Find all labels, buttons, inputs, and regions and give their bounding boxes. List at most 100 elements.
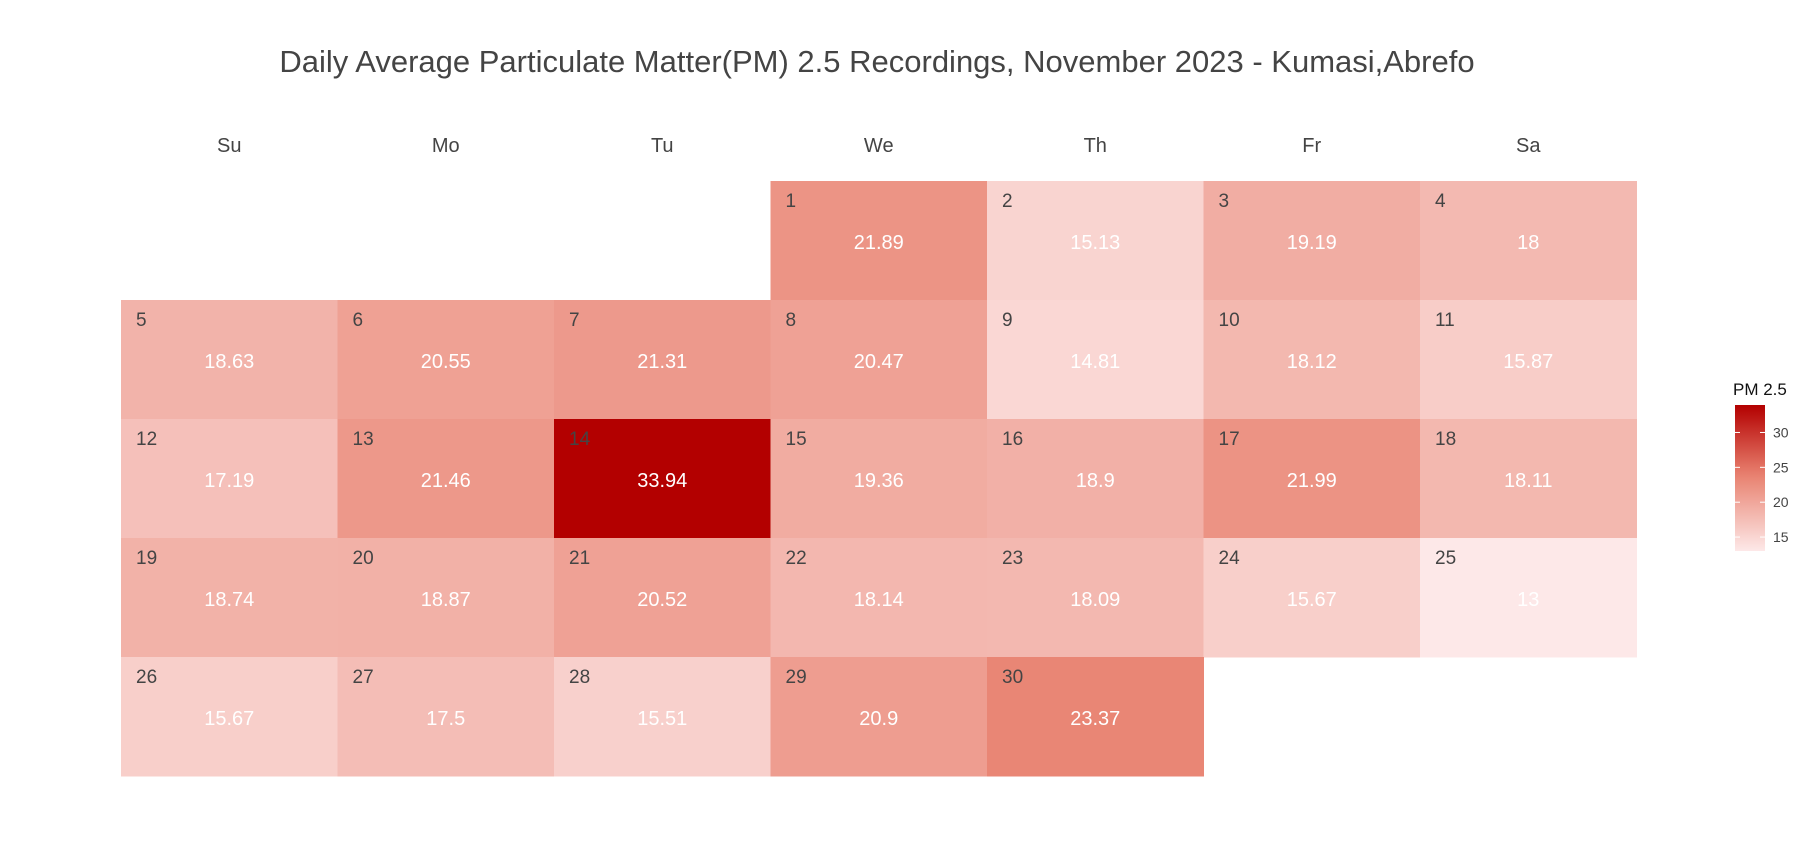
cell-value-label: 18.12 <box>1287 351 1337 373</box>
cell-day-number: 7 <box>569 310 580 331</box>
cell-tile <box>1420 419 1637 539</box>
cell-value-label: 21.31 <box>637 351 687 373</box>
calendar-cell: 11 15.87 <box>1420 300 1637 420</box>
cell-day-number: 26 <box>136 667 157 688</box>
cell-tile <box>121 300 338 420</box>
cell-tile <box>554 538 771 658</box>
cell-day-number: 17 <box>1219 429 1240 450</box>
cell-value-label: 23.37 <box>1070 708 1120 730</box>
cell-tile <box>1203 538 1421 658</box>
calendar-cell: 28 15.51 <box>554 657 771 777</box>
cell-day-number: 27 <box>353 667 374 688</box>
cell-tile <box>770 181 988 301</box>
cell-tile <box>770 657 988 777</box>
legend-tick-label: 30 <box>1773 424 1789 440</box>
cell-value-label: 18 <box>1517 232 1539 254</box>
cell-day-number: 8 <box>786 310 797 331</box>
cell-tile <box>337 300 555 420</box>
calendar-cell: 4 18 <box>1420 181 1637 301</box>
cell-day-number: 25 <box>1435 548 1456 569</box>
cell-value-label: 18.74 <box>204 589 254 611</box>
cell-value-label: 20.47 <box>854 351 904 373</box>
cell-day-number: 14 <box>569 429 591 450</box>
calendar-cells: 121.89215.13319.19418518.63620.55721.318… <box>121 181 1637 777</box>
cell-value-label: 18.14 <box>854 589 904 611</box>
cell-tile <box>987 657 1204 777</box>
calendar-cell: 13 21.46 <box>337 419 555 539</box>
weekday-label-su: Su <box>217 135 241 157</box>
cell-tile <box>121 538 338 658</box>
calendar-cell: 27 17.5 <box>337 657 555 777</box>
calendar-cell: 14 33.94 <box>554 419 771 539</box>
cell-day-number: 15 <box>786 429 807 450</box>
cell-tile <box>1420 181 1637 301</box>
cell-tile <box>987 419 1204 539</box>
cell-value-label: 18.63 <box>204 351 254 373</box>
cell-day-number: 23 <box>1002 548 1023 569</box>
cell-value-label: 14.81 <box>1070 351 1120 373</box>
cell-day-number: 21 <box>569 548 590 569</box>
calendar-cell: 15 19.36 <box>770 419 988 539</box>
cell-tile <box>1203 300 1421 420</box>
legend-title: PM 2.5 <box>1733 380 1787 399</box>
cell-day-number: 4 <box>1435 191 1446 212</box>
calendar-cell: 820.47 <box>770 300 988 420</box>
cell-value-label: 15.51 <box>637 708 687 730</box>
cell-value-label: 18.87 <box>421 589 471 611</box>
cell-tile <box>987 181 1204 301</box>
cell-tile <box>1203 181 1421 301</box>
calendar-cell: 20 18.87 <box>337 538 555 658</box>
cell-value-label: 19.19 <box>1287 232 1337 254</box>
weekday-label-we: We <box>864 135 894 157</box>
cell-value-label: 15.13 <box>1070 232 1120 254</box>
legend-colorbar <box>1735 405 1765 551</box>
cell-value-label: 15.87 <box>1503 351 1553 373</box>
weekday-label-sa: Sa <box>1516 135 1541 157</box>
legend: PM 2.5 15 20 25 30 <box>1733 380 1789 551</box>
weekday-header: Su Mo Tu We Th Fr Sa <box>217 135 1541 157</box>
calendar-cell: 10 18.12 <box>1203 300 1421 420</box>
cell-day-number: 1 <box>786 191 797 212</box>
cell-day-number: 12 <box>136 429 157 450</box>
cell-tile <box>987 300 1204 420</box>
cell-day-number: 2 <box>1002 191 1013 212</box>
calendar-cell: 23 18.09 <box>987 538 1204 658</box>
cell-value-label: 19.36 <box>854 470 904 492</box>
calendar-cell: 914.81 <box>987 300 1204 420</box>
calendar-cell: 21 20.52 <box>554 538 771 658</box>
cell-tile <box>1420 300 1637 420</box>
legend-tick-label: 20 <box>1773 494 1789 510</box>
cell-day-number: 22 <box>786 548 807 569</box>
chart-title: Daily Average Particulate Matter(PM) 2.5… <box>279 44 1474 79</box>
calendar-cell: 16 18.9 <box>987 419 1204 539</box>
calendar-cell: 30 23.37 <box>987 657 1204 777</box>
cell-tile <box>770 538 988 658</box>
calendar-cell: 18 18.11 <box>1420 419 1637 539</box>
cell-day-number: 28 <box>569 667 590 688</box>
weekday-label-fr: Fr <box>1302 135 1321 157</box>
weekday-label-tu: Tu <box>651 135 674 157</box>
cell-tile <box>1203 419 1421 539</box>
cell-value-label: 18.09 <box>1070 589 1120 611</box>
cell-tile <box>337 538 555 658</box>
cell-value-label: 21.99 <box>1287 470 1337 492</box>
cell-day-number: 3 <box>1219 191 1230 212</box>
cell-value-label: 21.89 <box>854 232 904 254</box>
cell-tile <box>770 300 988 420</box>
cell-tile <box>770 419 988 539</box>
cell-day-number: 13 <box>353 429 374 450</box>
cell-tile <box>554 657 771 777</box>
cell-value-label: 18.11 <box>1504 470 1553 492</box>
cell-value-label: 33.94 <box>637 470 687 492</box>
calendar-cell: 721.31 <box>554 300 771 420</box>
cell-day-number: 5 <box>136 310 147 331</box>
cell-day-number: 9 <box>1002 310 1013 331</box>
calendar-cell: 12 17.19 <box>121 419 338 539</box>
cell-value-label: 15.67 <box>1287 589 1337 611</box>
cell-tile <box>1420 538 1637 658</box>
calendar-cell: 24 15.67 <box>1203 538 1421 658</box>
legend-tick-label: 15 <box>1773 529 1789 545</box>
cell-day-number: 11 <box>1435 310 1455 331</box>
